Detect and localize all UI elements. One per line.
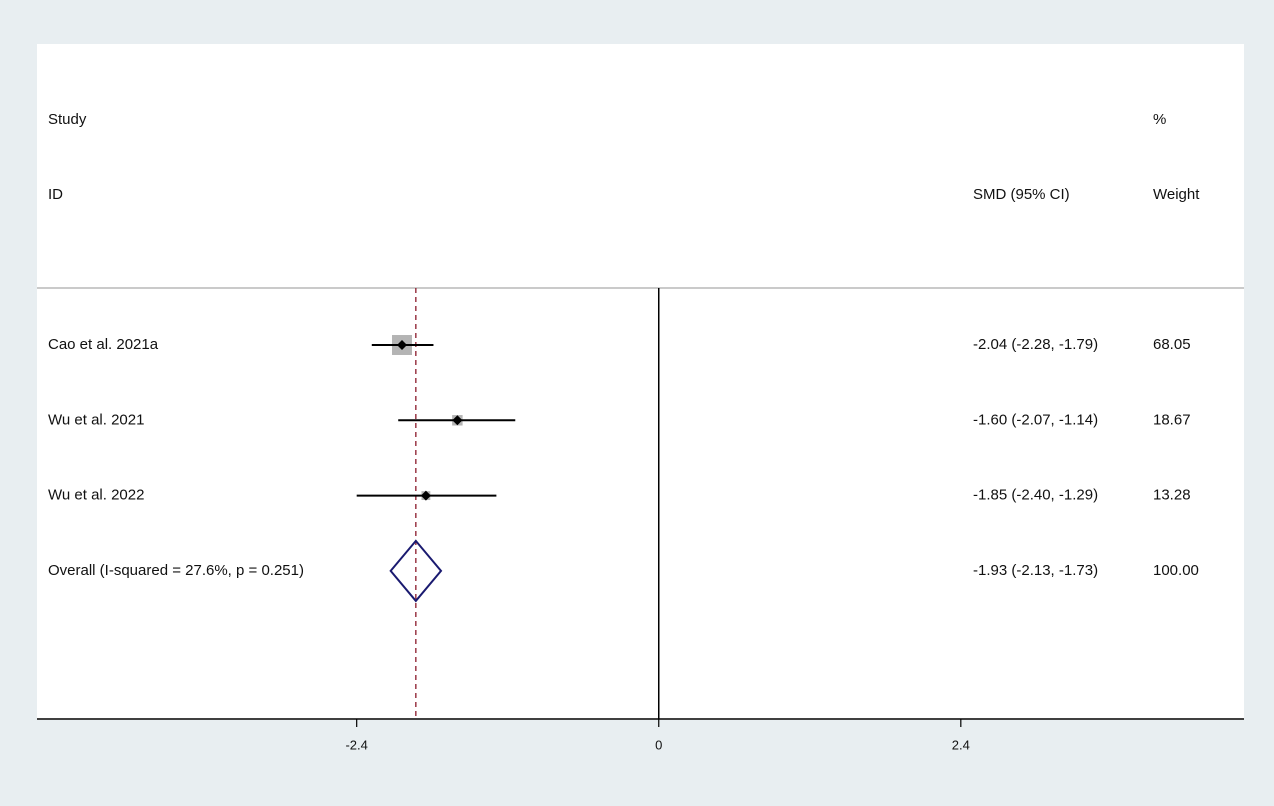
header-pct: % [1153, 111, 1166, 128]
weight-label: 18.67 [1153, 411, 1191, 428]
ci-label: -1.93 (-2.13, -1.73) [973, 562, 1098, 579]
x-tick-label: 0 [655, 737, 662, 752]
weight-label: 68.05 [1153, 336, 1191, 353]
x-tick-label: -2.4 [345, 737, 367, 752]
header-ci: SMD (95% CI) [973, 186, 1070, 203]
study-label: Wu et al. 2021 [48, 411, 144, 428]
ci-label: -1.60 (-2.07, -1.14) [973, 411, 1098, 428]
header-study: Study [48, 111, 87, 128]
ci-label: -2.04 (-2.28, -1.79) [973, 336, 1098, 353]
point-estimate [452, 415, 463, 426]
overall-diamond [389, 539, 443, 603]
plot-area [37, 44, 1244, 720]
x-tick-label: 2.4 [952, 737, 970, 752]
header-weight: Weight [1153, 186, 1200, 203]
study-label: Overall (I-squared = 27.6%, p = 0.251) [48, 562, 304, 579]
weight-label: 13.28 [1153, 487, 1191, 504]
point-estimate [396, 340, 407, 350]
study-label: Cao et al. 2021a [48, 336, 159, 353]
header-id: ID [48, 186, 63, 203]
study-label: Wu et al. 2022 [48, 487, 144, 504]
weight-label: 100.00 [1153, 562, 1199, 579]
ci-label: -1.85 (-2.40, -1.29) [973, 487, 1098, 504]
point-estimate [420, 490, 431, 501]
